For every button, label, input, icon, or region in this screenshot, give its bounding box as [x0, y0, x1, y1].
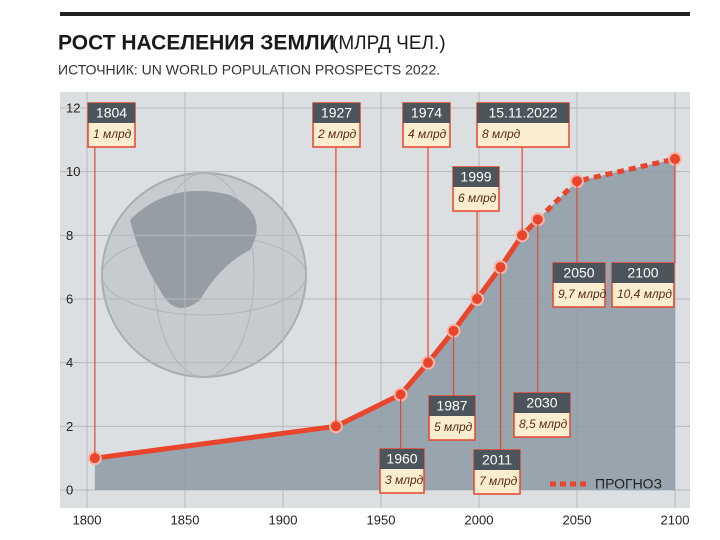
value-label: 8 млрд — [482, 127, 521, 141]
point-label: 2030 — [526, 395, 557, 411]
label-head — [612, 263, 674, 283]
point-label: 1987 — [436, 398, 467, 414]
label-head — [429, 396, 475, 416]
y-tick-label: 6 — [66, 291, 73, 306]
x-tick-label: 2100 — [661, 512, 690, 527]
point-label: 1974 — [411, 105, 442, 121]
value-label: 3 млрд — [385, 473, 424, 487]
point-label: 15.11.2022 — [488, 105, 557, 121]
value-label: 5 млрд — [434, 420, 473, 434]
x-tick-label: 1850 — [171, 512, 200, 527]
point-label: 2100 — [627, 265, 658, 281]
y-tick-label: 12 — [66, 100, 80, 115]
label-head — [474, 450, 520, 470]
y-tick-label: 10 — [66, 164, 80, 179]
label-head — [403, 103, 450, 123]
label-head — [313, 103, 360, 123]
label-head — [514, 393, 570, 413]
chart-subtitle: ИСТОЧНИК: UN WORLD POPULATION PROSPECTS … — [58, 62, 440, 78]
y-tick-label: 4 — [66, 355, 73, 370]
x-tick-label: 2000 — [465, 512, 494, 527]
label-head — [553, 263, 605, 283]
chart-title-unit: (МЛРД ЧЕЛ.) — [332, 33, 446, 54]
value-label: 8,5 млрд — [519, 417, 568, 431]
y-tick-label: 8 — [66, 228, 73, 243]
legend-label: ПРОГНОЗ — [595, 476, 662, 492]
x-tick-label: 1950 — [367, 512, 396, 527]
point-label: 2011 — [482, 452, 512, 468]
value-label: 6 млрд — [458, 191, 497, 205]
point-label: 1999 — [460, 169, 491, 185]
label-head — [88, 103, 135, 123]
label-head — [477, 103, 569, 123]
label-head — [453, 167, 499, 187]
annotations: 1804 1 млрд 1927 2 млрд 1960 3 млрд 1974 4 млрд… — [87, 102, 676, 495]
value-label: 2 млрд — [317, 127, 357, 141]
globe-land — [130, 190, 257, 308]
point-label: 1960 — [386, 451, 417, 467]
value-label: 7 млрд — [479, 474, 518, 488]
globe — [101, 172, 307, 378]
label-head — [380, 449, 424, 469]
top-rule — [60, 12, 690, 16]
chart-title: РОСТ НАСЕЛЕНИЯ ЗЕМЛИ — [58, 32, 335, 55]
point-label: 1804 — [96, 105, 127, 121]
x-tick-label: 1800 — [73, 512, 102, 527]
x-tick-label: 1900 — [269, 512, 298, 527]
point-label: 1927 — [321, 105, 352, 121]
x-tick-label: 2050 — [563, 512, 592, 527]
y-tick-label: 2 — [66, 419, 73, 434]
value-label: 9,7 млрд — [558, 287, 607, 301]
value-label: 10,4 млрд — [617, 287, 672, 301]
point-label: 2050 — [563, 265, 594, 281]
legend: ПРОГНОЗ — [550, 476, 662, 492]
value-label: 1 млрд — [93, 127, 132, 141]
y-tick-label: 0 — [66, 482, 73, 497]
value-label: 4 млрд — [408, 127, 447, 141]
